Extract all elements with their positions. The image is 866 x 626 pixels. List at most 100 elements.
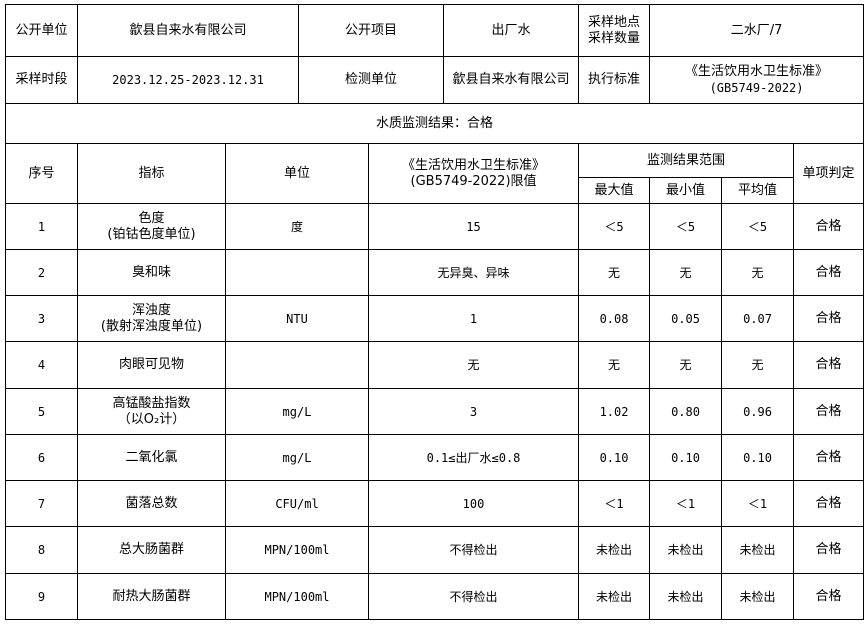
- table-row: 9 耐热大肠菌群 MPN/100ml 不得检出 未检出 未检出 未检出 合格: [5, 573, 865, 620]
- row-unit: NTU: [224, 295, 370, 342]
- row-no: 2: [5, 249, 78, 296]
- row-min: 未检出: [649, 573, 723, 620]
- row-avg: 0.10: [721, 434, 795, 481]
- row-limit: 无: [368, 341, 580, 389]
- row-min: 无: [649, 249, 723, 296]
- unit-label: 公开单位: [5, 4, 78, 57]
- col-no: 序号: [5, 143, 78, 204]
- water-quality-table: 公开单位 歙县自来水有限公司 公开项目 出厂水 采样地点 采样数量 二水厂/7 采…: [4, 4, 865, 620]
- row-limit: 100: [368, 480, 580, 527]
- row-limit: 3: [368, 388, 580, 435]
- table-row: 8 总大肠菌群 MPN/100ml 不得检出 未检出 未检出 未检出 合格: [5, 526, 865, 574]
- table-row: 2 臭和味 无异臭、异味无无无合格: [5, 249, 865, 296]
- row-min: 0.10: [649, 434, 723, 481]
- col-avg: 平均值: [721, 177, 795, 204]
- row-avg: ＜1: [721, 480, 795, 527]
- row-min: 无: [649, 341, 723, 389]
- row-max: 无: [578, 341, 651, 389]
- row-min: 0.05: [649, 295, 723, 342]
- row-limit: 15: [368, 203, 580, 250]
- info-row-1: 公开单位 歙县自来水有限公司 公开项目 出厂水 采样地点 采样数量 二水厂/7: [5, 4, 865, 57]
- period-label: 采样时段: [5, 56, 78, 104]
- row-unit: MPN/100ml: [224, 573, 370, 620]
- row-limit: 不得检出: [368, 573, 580, 620]
- row-avg: 0.07: [721, 295, 795, 342]
- table-row: 6 二氧化氯 mg/L 0.1≤出厂水≤0.8 0.10 0.10 0.10 合格: [5, 434, 865, 481]
- lab-label: 检测单位: [298, 56, 445, 104]
- row-verdict: 合格: [793, 388, 865, 435]
- row-indicator: 色度 (铂钴色度单位): [77, 203, 226, 250]
- row-max: 0.08: [578, 295, 651, 342]
- row-verdict: 合格: [793, 341, 865, 389]
- row-avg: 未检出: [721, 526, 795, 574]
- lab-value: 歙县自来水有限公司: [443, 56, 580, 104]
- table-row: 4 肉眼可见物无无无无合格: [5, 341, 865, 389]
- col-range: 监测结果范围: [578, 143, 795, 178]
- column-subheader-row: 最大值 最小值 平均值: [6, 177, 864, 204]
- row-avg: 无: [721, 249, 795, 296]
- item-label: 公开项目: [298, 4, 445, 57]
- row-avg: 无: [721, 341, 795, 389]
- row-unit: [224, 341, 370, 389]
- row-max: 1.02: [578, 388, 651, 435]
- row-max: ＜5: [578, 203, 651, 250]
- table-row: 7 菌落总数 CFU/ml 100 ＜1 ＜1 ＜1 合格: [5, 480, 865, 527]
- item-value: 出厂水: [443, 4, 580, 57]
- col-max: 最大值: [578, 177, 651, 204]
- row-indicator: 肉眼可见物: [77, 341, 226, 389]
- row-verdict: 合格: [793, 434, 865, 481]
- info-row-2: 采样时段 2023.12.25-2023.12.31 检测单位 歙县自来水有限公…: [5, 56, 865, 104]
- row-no: 3: [5, 295, 78, 342]
- row-min: 未检出: [649, 526, 723, 574]
- row-max: 未检出: [578, 573, 651, 620]
- row-verdict: 合格: [793, 480, 865, 527]
- row-limit: 0.1≤出厂水≤0.8: [368, 434, 580, 481]
- row-indicator: 高锰酸盐指数 （以O₂计）: [77, 388, 226, 435]
- row-max: ＜1: [578, 480, 651, 527]
- result-banner: 水质监测结果：合格: [4, 103, 865, 144]
- site-label: 采样地点 采样数量: [578, 4, 651, 57]
- row-min: 0.80: [649, 388, 723, 435]
- row-avg: ＜5: [721, 203, 795, 250]
- row-unit: 度: [224, 203, 370, 250]
- standard-label: 执行标准: [578, 56, 651, 104]
- site-value: 二水厂/7: [649, 4, 865, 57]
- col-min: 最小值: [649, 177, 723, 204]
- row-no: 9: [5, 573, 78, 620]
- row-unit: mg/L: [224, 434, 370, 481]
- col-unit: 单位: [224, 143, 370, 204]
- row-min: ＜1: [649, 480, 723, 527]
- result-banner-row: 水质监测结果：合格: [4, 103, 865, 144]
- row-no: 8: [5, 526, 78, 574]
- row-indicator: 二氧化氯: [77, 434, 226, 481]
- row-no: 7: [5, 480, 78, 527]
- row-limit: 无异臭、异味: [368, 249, 580, 296]
- row-indicator: 菌落总数: [77, 480, 226, 527]
- row-indicator: 总大肠菌群: [77, 526, 226, 574]
- row-verdict: 合格: [793, 249, 865, 296]
- row-verdict: 合格: [793, 573, 865, 620]
- row-no: 6: [5, 434, 78, 481]
- row-avg: 未检出: [721, 573, 795, 620]
- row-avg: 0.96: [721, 388, 795, 435]
- row-no: 1: [5, 203, 78, 250]
- row-unit: mg/L: [224, 388, 370, 435]
- row-unit: CFU/ml: [224, 480, 370, 527]
- row-min: ＜5: [649, 203, 723, 250]
- row-max: 未检出: [578, 526, 651, 574]
- table-row: 5 高锰酸盐指数 （以O₂计） mg/L 3 1.02 0.80 0.96 合格: [5, 388, 865, 435]
- standard-value: 《生活饮用水卫生标准》 (GB5749-2022): [649, 56, 865, 104]
- table-row: 1 色度 (铂钴色度单位) 度 15 ＜5 ＜5 ＜5 合格: [5, 203, 865, 250]
- row-verdict: 合格: [793, 526, 865, 574]
- row-indicator: 臭和味: [77, 249, 226, 296]
- row-unit: [224, 249, 370, 296]
- col-verdict: 单项判定: [793, 143, 865, 204]
- row-verdict: 合格: [793, 295, 865, 342]
- row-indicator: 耐热大肠菌群: [77, 573, 226, 620]
- row-max: 无: [578, 249, 651, 296]
- row-limit: 不得检出: [368, 526, 580, 574]
- unit-value: 歙县自来水有限公司: [76, 4, 300, 57]
- row-max: 0.10: [578, 434, 651, 481]
- table-row: 3 浑浊度 (散射浑浊度单位) NTU 1 0.08 0.05 0.07 合格: [5, 295, 865, 342]
- col-indicator: 指标: [77, 143, 226, 204]
